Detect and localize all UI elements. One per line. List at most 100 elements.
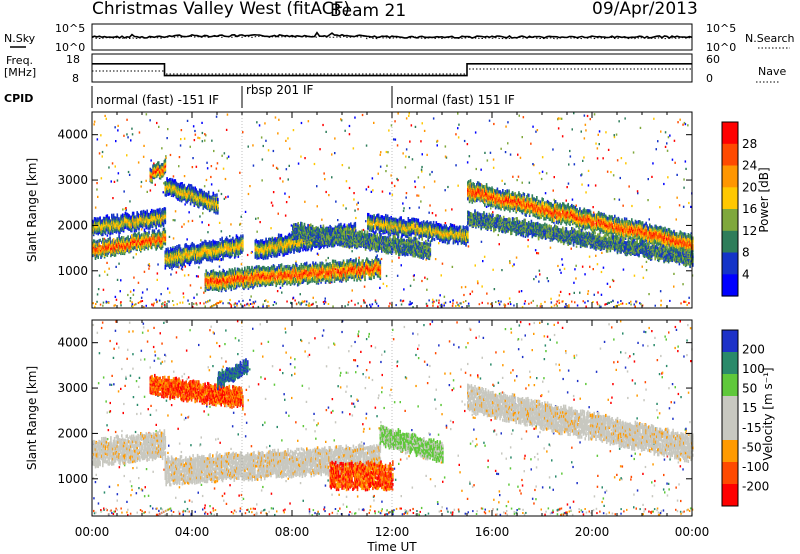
- band-3-cell: [224, 243, 227, 247]
- near-range-point: [507, 302, 509, 305]
- band-0-cell: [127, 235, 129, 239]
- band-0-cell: [140, 236, 143, 240]
- scatter-point: [538, 172, 541, 175]
- near-range-point: [179, 301, 181, 304]
- scatter-point: [574, 268, 576, 271]
- band-1-cell: [103, 229, 106, 233]
- band-0-cell: [150, 246, 153, 250]
- scatter-point: [316, 185, 318, 188]
- scatter-point: [373, 121, 375, 124]
- scatter-point: [285, 201, 288, 204]
- band-3-cell: [194, 259, 196, 263]
- scatter-point: [682, 205, 685, 208]
- band-3-cell: [203, 252, 205, 256]
- scatter-point: [521, 181, 523, 184]
- band-3-cell: [186, 244, 188, 248]
- band-3-cell: [185, 253, 187, 257]
- band-3-cell: [222, 245, 224, 249]
- near-range-point: [360, 305, 362, 308]
- band-5-cell: [280, 263, 283, 267]
- band-3-cell: [178, 260, 181, 264]
- scatter-point: [128, 173, 131, 176]
- band-3-cell: [215, 253, 217, 257]
- near-range-point: [458, 305, 460, 307]
- scatter-point: [380, 257, 383, 261]
- band-0-cell: [104, 242, 107, 246]
- scatter-point: [184, 203, 186, 206]
- scatter-point: [618, 198, 621, 201]
- band-3-cell: [179, 261, 182, 265]
- band-3-cell: [165, 260, 167, 264]
- band-3-cell: [232, 240, 234, 244]
- scatter-point: [119, 290, 121, 293]
- scatter-point: [145, 179, 147, 182]
- scatter-point: [545, 172, 548, 175]
- band-2-cell: [158, 169, 161, 173]
- band-0-cell: [106, 240, 109, 244]
- band-3-cell: [184, 245, 186, 249]
- scatter-point: [205, 134, 207, 137]
- band-3-cell: [193, 243, 195, 247]
- scatter-point: [98, 152, 101, 155]
- scatter-point: [587, 290, 590, 293]
- scatter-point: [573, 112, 575, 115]
- scatter-point: [612, 174, 615, 177]
- band-3-cell: [183, 250, 185, 254]
- scatter-point: [256, 230, 258, 233]
- near-range-point: [114, 304, 116, 307]
- band-3-cell: [206, 245, 209, 249]
- scatter-point: [569, 149, 571, 153]
- scatter-point: [540, 177, 543, 181]
- band-0-cell: [115, 249, 118, 253]
- near-range-point: [305, 303, 307, 306]
- band-3-cell: [219, 252, 222, 256]
- band-3-cell: [229, 244, 231, 248]
- band-1-cell: [136, 211, 138, 215]
- near-range-point: [164, 303, 166, 306]
- band-3-cell: [206, 250, 208, 255]
- band-3-cell: [179, 252, 182, 256]
- band-3-cell: [238, 240, 240, 244]
- scatter-point: [683, 121, 686, 125]
- band-1-cell: [111, 213, 113, 217]
- band-1-cell: [92, 220, 95, 225]
- near-range-point: [435, 299, 438, 302]
- freq-tick-8: 8: [72, 72, 79, 85]
- band-1-cell: [148, 218, 150, 223]
- scatter-point: [403, 207, 405, 210]
- near-range-point: [443, 304, 445, 307]
- band-0-cell: [144, 238, 147, 242]
- scatter-point: [561, 263, 564, 266]
- band-3-cell: [215, 246, 218, 250]
- band-2-cell: [163, 159, 166, 164]
- band-3-cell: [164, 266, 167, 270]
- band-3-cell: [228, 249, 231, 253]
- band-1-cell: [159, 207, 161, 211]
- band-3-cell: [218, 254, 221, 258]
- near-range-point: [322, 301, 325, 303]
- band-4-cell: [165, 187, 167, 191]
- band-3-cell: [167, 261, 169, 265]
- band-3-cell: [233, 243, 236, 247]
- band-3-cell: [182, 260, 185, 264]
- scatter-point: [390, 174, 392, 177]
- scatter-point: [133, 276, 135, 279]
- scatter-point: [153, 162, 155, 165]
- scatter-point: [567, 182, 570, 185]
- scatter-point: [482, 260, 484, 263]
- scatter-point: [354, 209, 356, 212]
- near-range-point: [375, 302, 378, 305]
- scatter-point: [137, 281, 140, 284]
- scatter-point: [270, 201, 273, 204]
- band-3-cell: [229, 253, 231, 257]
- band-0-cell: [137, 232, 139, 236]
- near-range-point: [369, 303, 371, 306]
- band-3-cell: [212, 241, 214, 245]
- scatter-point: [114, 165, 116, 168]
- scatter-point: [290, 224, 293, 227]
- band-0-cell: [110, 252, 112, 256]
- band-1-cell: [114, 225, 117, 229]
- scatter-point: [385, 170, 387, 173]
- band-0-cell: [105, 242, 108, 246]
- scatter-point: [581, 265, 584, 268]
